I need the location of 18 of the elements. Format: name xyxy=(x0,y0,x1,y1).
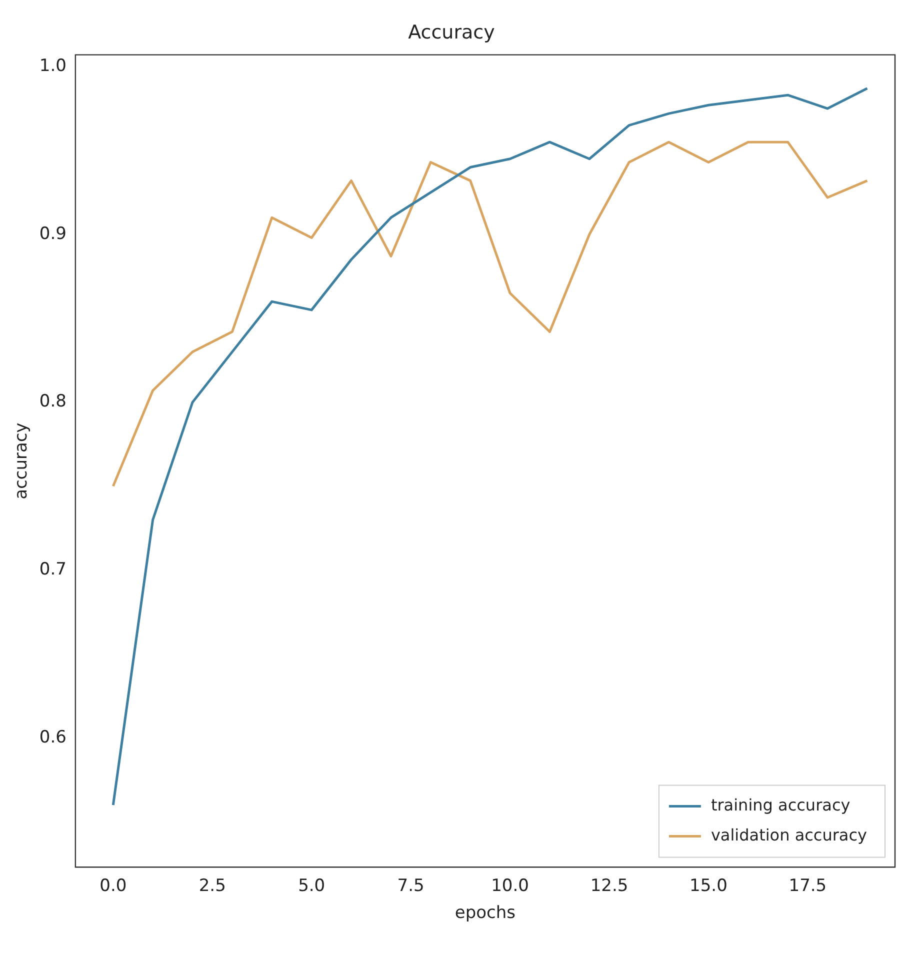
x-tick-label: 5.0 xyxy=(298,876,326,896)
legend-label: validation accuracy xyxy=(710,825,867,844)
legend-label: training accuracy xyxy=(710,795,850,814)
chart-title: Accuracy xyxy=(408,21,495,44)
x-tick-label: 10.0 xyxy=(491,876,529,896)
y-tick-label: 0.7 xyxy=(39,560,66,580)
y-tick-label: 0.9 xyxy=(39,224,66,244)
x-tick-label: 0.0 xyxy=(100,876,127,896)
x-tick-label: 15.0 xyxy=(690,876,728,896)
y-tick-label: 0.6 xyxy=(39,727,66,748)
x-axis-title: epochs xyxy=(454,903,516,924)
x-tick-label: 17.5 xyxy=(788,876,827,896)
y-tick-label: 0.8 xyxy=(39,392,66,412)
x-tick-label: 12.5 xyxy=(590,876,628,896)
x-tick-label: 2.5 xyxy=(198,876,226,896)
x-tick-label: 7.5 xyxy=(397,876,424,896)
y-tick-label: 1.0 xyxy=(39,56,66,76)
y-axis-title: accuracy xyxy=(12,422,32,500)
